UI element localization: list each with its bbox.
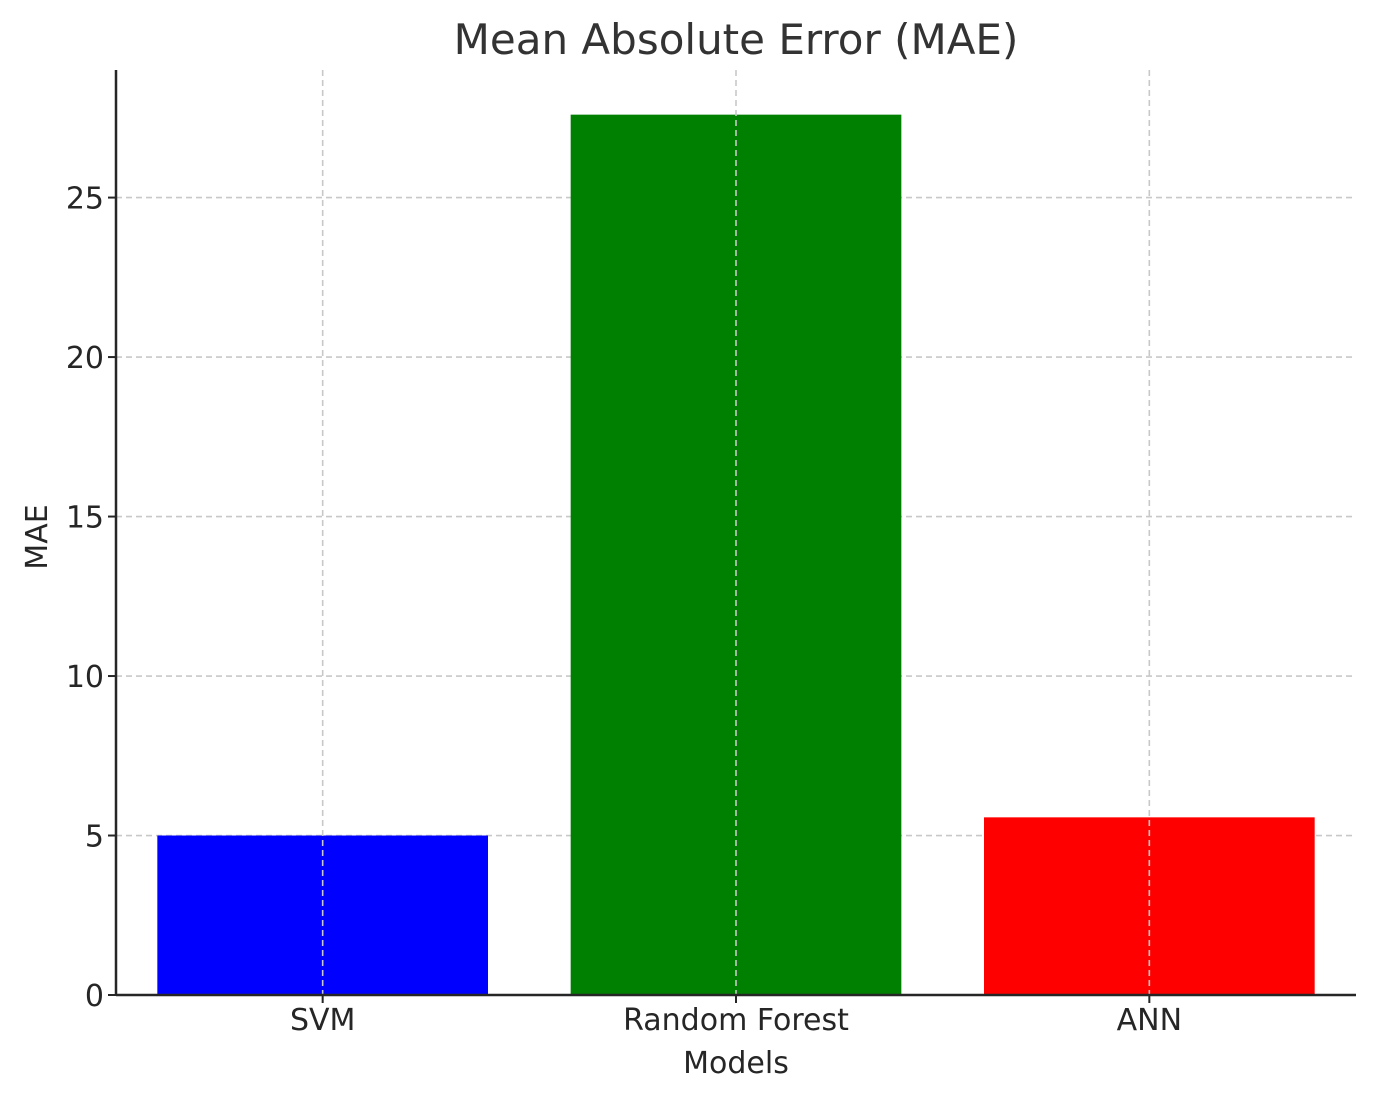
x-tick-label: ANN [1117,1003,1182,1038]
vertical-grid-layer [321,70,1151,995]
y-tick-label: 20 [66,341,104,376]
y-tick-label: 15 [66,501,104,536]
y-tick-label: 10 [66,660,104,695]
y-tick-label: 25 [66,182,104,217]
y-tick-label: 0 [85,979,104,1014]
x-tick-label: SVM [290,1003,355,1038]
x-axis-label: Models [683,1046,789,1081]
x-tick-label: Random Forest [623,1003,849,1038]
y-tick-label: 5 [85,820,104,855]
y-axis-label: MAE [20,504,55,569]
chart-title: Mean Absolute Error (MAE) [454,15,1019,64]
tick-layer: 0 5 10 15 20 25 SVM Random Forest ANN [66,182,1182,1038]
